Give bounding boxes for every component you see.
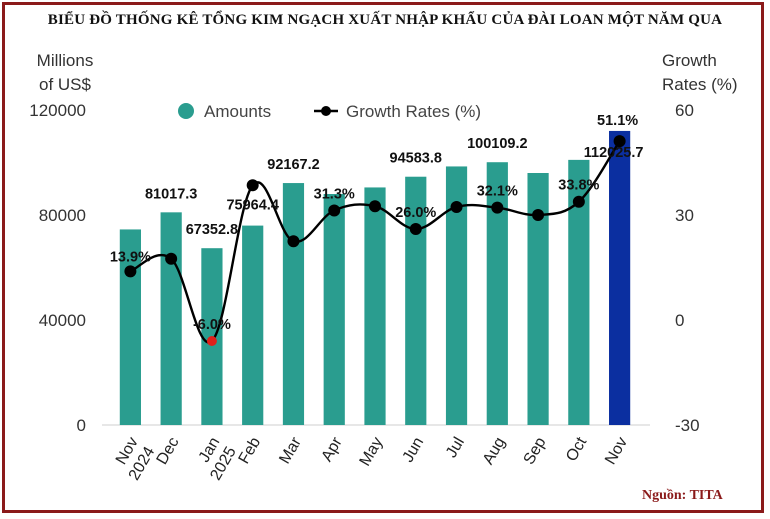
y-axis-right-title-line: Growth xyxy=(662,51,717,70)
x-tick-label: Dec xyxy=(154,435,183,468)
x-tick-label: Aug xyxy=(480,435,509,468)
y-axis-left-title-line: Millions xyxy=(37,51,94,70)
bar xyxy=(486,162,508,425)
growth-value-label: 51.1% xyxy=(597,113,638,129)
growth-value-label: -6.0% xyxy=(193,317,231,333)
x-tick-label: Jun xyxy=(400,435,428,466)
growth-point xyxy=(409,223,422,235)
bar xyxy=(445,166,468,425)
growth-point xyxy=(450,200,463,213)
growth-point xyxy=(572,195,585,208)
growth-point xyxy=(369,200,381,213)
bar-value-label: 92167.2 xyxy=(267,157,319,173)
y-left-tick-label: 40000 xyxy=(39,311,86,330)
growth-point xyxy=(246,179,259,192)
growth-value-label: 26.0% xyxy=(395,205,436,221)
growth-value-label: 32.1% xyxy=(477,184,518,200)
x-tick-label: Sep xyxy=(521,434,550,467)
growth-point xyxy=(287,235,300,248)
bar-value-label: 67352.8 xyxy=(186,222,238,238)
growth-value-label: 33.8% xyxy=(558,178,599,194)
x-tick-label: Jan2025 xyxy=(191,434,240,483)
y-right-tick-label: 0 xyxy=(675,311,684,330)
y-right-tick-label: -30 xyxy=(675,416,700,435)
bar xyxy=(282,183,305,425)
x-tick-label: Mar xyxy=(276,434,305,467)
growth-value-label: 13.9% xyxy=(110,249,151,265)
chart-title: BIỂU ĐỒ THỐNG KÊ TỔNG KIM NGẠCH XUẤT NHẬ… xyxy=(47,12,723,28)
growth-point xyxy=(491,201,504,214)
y-axis-left-title-line: of US$ xyxy=(39,75,92,94)
x-tick-label: Nov xyxy=(602,435,631,468)
bar-value-label: 75964.4 xyxy=(226,198,278,214)
y-right-tick-label: 30 xyxy=(675,206,694,225)
y-left-tick-label: 0 xyxy=(77,416,86,435)
bar xyxy=(160,212,182,425)
growth-point xyxy=(328,204,341,217)
x-tick-label: May xyxy=(357,435,387,470)
growth-point xyxy=(206,336,217,346)
growth-value-label: 31.3% xyxy=(314,186,355,202)
bar xyxy=(364,187,386,425)
y-left-tick-label: 120000 xyxy=(29,101,86,120)
x-tick-label: Apr xyxy=(319,434,347,465)
x-tick-label: Nov2024 xyxy=(109,434,158,483)
bar xyxy=(568,159,590,425)
bar xyxy=(609,130,631,425)
legend-amounts-marker xyxy=(178,103,194,119)
bar xyxy=(119,229,141,425)
bar xyxy=(405,176,427,425)
growth-point xyxy=(165,252,178,265)
y-left-tick-label: 80000 xyxy=(39,206,86,225)
bar xyxy=(323,194,345,425)
bar xyxy=(242,225,264,425)
x-tick-label: Oct xyxy=(563,434,590,465)
bar-value-label: 81017.3 xyxy=(145,186,197,202)
bar xyxy=(527,173,549,425)
bar-value-label: 100109.2 xyxy=(467,136,527,152)
y-right-tick-label: 60 xyxy=(675,101,694,120)
legend-growth-marker xyxy=(321,106,331,116)
growth-point xyxy=(124,265,137,278)
growth-point xyxy=(613,135,626,148)
source-note: Nguồn: TITA xyxy=(642,488,723,503)
growth-point xyxy=(532,209,545,221)
x-tick-label: Feb xyxy=(236,434,265,466)
x-tick-label: Jul xyxy=(443,435,468,461)
legend-amounts-label: Amounts xyxy=(204,102,271,121)
bar-value-label: 112025.7 xyxy=(584,145,644,161)
legend-growth-label: Growth Rates (%) xyxy=(346,102,481,121)
bar-value-label: 94583.8 xyxy=(390,151,442,167)
y-axis-right-title-line: Rates (%) xyxy=(662,75,738,94)
